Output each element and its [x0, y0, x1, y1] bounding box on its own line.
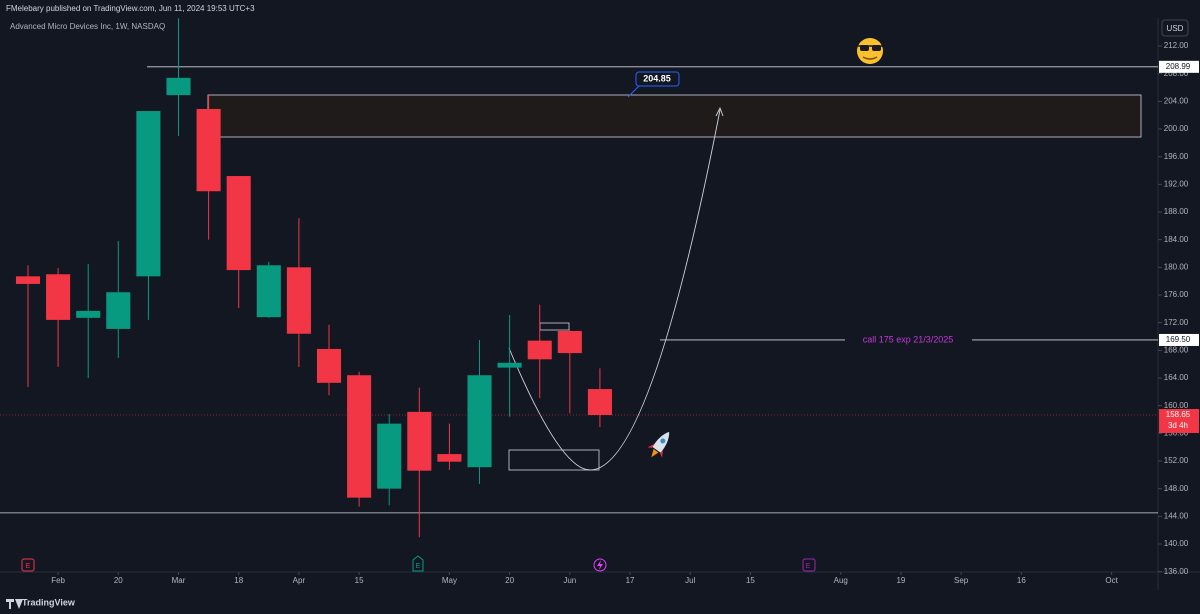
- x-tick-label: Feb: [51, 576, 65, 585]
- level-price: 169.50: [1166, 335, 1191, 344]
- y-tick-label: 184.00: [1164, 235, 1189, 244]
- projection-curve: [508, 109, 721, 471]
- event-label: E: [416, 563, 421, 570]
- y-tick-label: 192.00: [1164, 179, 1189, 188]
- y-tick-label: 144.00: [1164, 511, 1189, 520]
- y-tick-label: 180.00: [1164, 262, 1189, 271]
- candle-body: [106, 292, 131, 329]
- candle-body: [286, 267, 311, 334]
- candle-body: [196, 108, 221, 192]
- event-label: E: [26, 563, 31, 570]
- callout-box: [635, 71, 680, 87]
- x-tick-label: 20: [505, 576, 514, 585]
- y-tick-label: 148.00: [1164, 484, 1189, 493]
- y-tick-label: 188.00: [1164, 207, 1189, 216]
- event-icons: [21, 555, 816, 572]
- level-price-box: [1159, 60, 1199, 73]
- x-tick-label: 15: [355, 576, 364, 585]
- y-tick-label: 208.00: [1164, 69, 1189, 78]
- footer-bar: [0, 590, 1200, 614]
- candle-body: [347, 375, 372, 498]
- x-tick-label: 19: [896, 576, 905, 585]
- footer-logo: [6, 599, 23, 609]
- y-tick-label: 164.00: [1164, 373, 1189, 382]
- candle-body: [527, 340, 552, 360]
- candle-body: [377, 423, 402, 489]
- chart-title: Advanced Micro Devices Inc, 1W, NASDAQ: [10, 22, 165, 31]
- x-tick-label: Oct: [1105, 576, 1118, 585]
- y-tick-label: 212.00: [1164, 41, 1189, 50]
- candle-body: [437, 454, 462, 462]
- candle-body: [136, 111, 161, 277]
- candle-body: [316, 348, 342, 383]
- candle-body: [76, 310, 101, 318]
- footer-brand: TradingView: [22, 597, 76, 607]
- y-tick-label: 204.00: [1164, 96, 1189, 105]
- x-tick-label: Aug: [834, 576, 848, 585]
- candle-body: [497, 362, 522, 368]
- y-tick-label: 140.00: [1164, 539, 1189, 548]
- sunglasses-emoji: [857, 38, 883, 64]
- arrow-head: [715, 106, 724, 117]
- x-tick-label: Jun: [563, 576, 576, 585]
- callout-pointer: [627, 84, 641, 98]
- x-tick-label: 17: [626, 576, 635, 585]
- candle-body: [557, 330, 582, 354]
- candle-body: [166, 77, 191, 96]
- level-price: 208.99: [1166, 62, 1191, 71]
- y-tick-label: 196.00: [1164, 152, 1189, 161]
- last-price-box: [1159, 408, 1199, 433]
- demand-zone: [508, 449, 600, 471]
- y-tick-label: 160.00: [1164, 401, 1189, 410]
- y-tick-label: 168.00: [1164, 345, 1189, 354]
- x-tick-label: Jul: [685, 576, 695, 585]
- level-price-box: [1159, 333, 1199, 346]
- candle-body: [256, 265, 281, 318]
- y-tick-label: 136.00: [1164, 567, 1189, 576]
- currency-box[interactable]: [1161, 19, 1189, 37]
- y-tick-label: 172.00: [1164, 318, 1189, 327]
- candle-body: [467, 375, 492, 468]
- callout: 204.85: [643, 73, 671, 83]
- x-tick-label: 15: [746, 576, 755, 585]
- currency[interactable]: USD: [1167, 24, 1184, 33]
- plot: [0, 18, 1158, 538]
- x-tick-label: 16: [1017, 576, 1026, 585]
- candle-body: [15, 276, 41, 284]
- candle-body: [226, 176, 251, 271]
- event-label: E: [806, 563, 811, 570]
- candle-body: [46, 274, 71, 320]
- supply-zone: [207, 94, 1142, 138]
- candle-body: [407, 411, 432, 471]
- x-tick-label: 18: [234, 576, 243, 585]
- y-tick-label: 176.00: [1164, 290, 1189, 299]
- candle-body: [587, 389, 612, 415]
- x-tick-label: Mar: [172, 576, 186, 585]
- x-tick-label: May: [442, 576, 457, 585]
- y-tick-label: 200.00: [1164, 124, 1189, 133]
- x-tick-label: 20: [114, 576, 123, 585]
- level-text: call 175 exp 21/3/2025: [863, 334, 954, 344]
- last-price: 158.65: [1166, 410, 1191, 419]
- y-tick-label: 152.00: [1164, 456, 1189, 465]
- x-tick-label: Apr: [293, 576, 306, 585]
- x-tick-label: Sep: [954, 576, 969, 585]
- header: FMelebary published on TradingView.com, …: [6, 4, 255, 13]
- rocket-emoji: [647, 431, 670, 458]
- countdown: 3d 4h: [1168, 421, 1188, 430]
